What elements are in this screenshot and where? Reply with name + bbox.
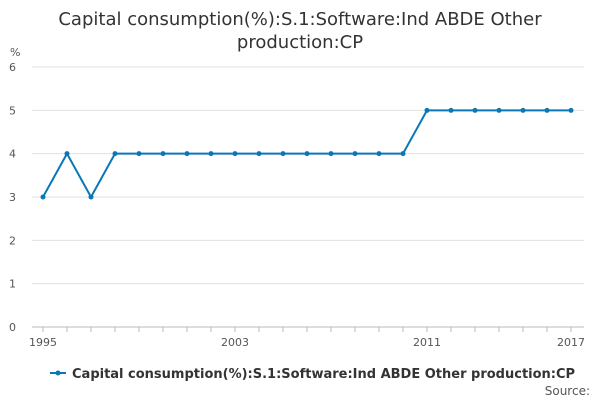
y-tick-label: 6	[9, 61, 16, 74]
data-point	[136, 151, 142, 157]
series-layer	[40, 107, 574, 200]
data-point	[520, 107, 526, 113]
data-point	[448, 107, 454, 113]
x-tick-label: 2017	[557, 336, 585, 349]
data-point	[496, 107, 502, 113]
chart-title-line-1: Capital consumption(%):S.1:Software:Ind …	[58, 9, 542, 30]
data-point	[400, 151, 406, 157]
source-label: Source:	[545, 384, 590, 398]
data-point	[472, 107, 478, 113]
data-point	[352, 151, 358, 157]
data-point	[88, 194, 94, 200]
axis-layer: 0 1 2 3 4 5 6 1995 2003 2011 2017	[9, 61, 585, 349]
data-point	[112, 151, 118, 157]
data-point	[64, 151, 70, 157]
y-axis-unit-label: %	[10, 46, 20, 59]
y-tick-label: 2	[9, 234, 16, 247]
data-point	[40, 194, 46, 200]
data-point	[160, 151, 166, 157]
data-point	[256, 151, 262, 157]
data-point	[568, 107, 574, 113]
legend: Capital consumption(%):S.1:Software:Ind …	[50, 367, 575, 382]
data-point	[376, 151, 382, 157]
legend-swatch-marker	[55, 370, 61, 376]
data-point	[208, 151, 214, 157]
data-point	[328, 151, 334, 157]
data-point	[544, 107, 550, 113]
data-point	[184, 151, 190, 157]
data-point	[424, 107, 430, 113]
chart-title-line-2: production:CP	[237, 32, 363, 53]
data-point	[232, 151, 238, 157]
data-point	[304, 151, 310, 157]
grid-layer	[32, 66, 584, 285]
y-tick-label: 4	[9, 148, 16, 161]
y-tick-label: 0	[9, 321, 16, 334]
y-tick-label: 3	[9, 191, 16, 204]
data-point	[280, 151, 286, 157]
x-tick-label: 2003	[221, 336, 249, 349]
y-tick-label: 5	[9, 104, 16, 117]
x-tick-label: 2011	[413, 336, 441, 349]
x-tick-label: 1995	[29, 336, 57, 349]
legend-label: Capital consumption(%):S.1:Software:Ind …	[72, 367, 575, 382]
y-tick-label: 1	[9, 278, 16, 291]
